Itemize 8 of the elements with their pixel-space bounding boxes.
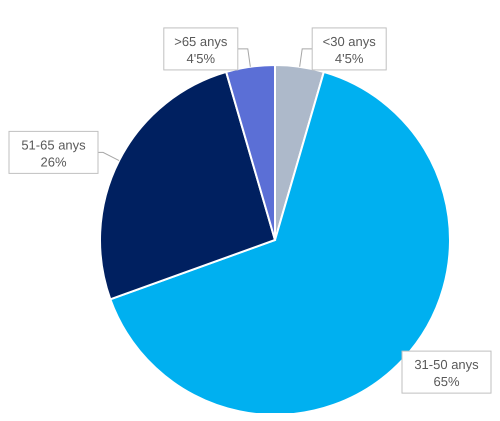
data-label: 4'5%	[186, 50, 216, 66]
slice-label: 51-65 anys	[21, 137, 86, 152]
data-label: 26%	[40, 154, 67, 170]
slice-label: 31-50 anys	[414, 357, 480, 372]
data-label: 65%	[433, 374, 460, 390]
slice-label: >65 anys	[174, 34, 228, 49]
slice-label: <30 anys	[322, 34, 376, 49]
data-label: 4'5%	[334, 50, 364, 66]
